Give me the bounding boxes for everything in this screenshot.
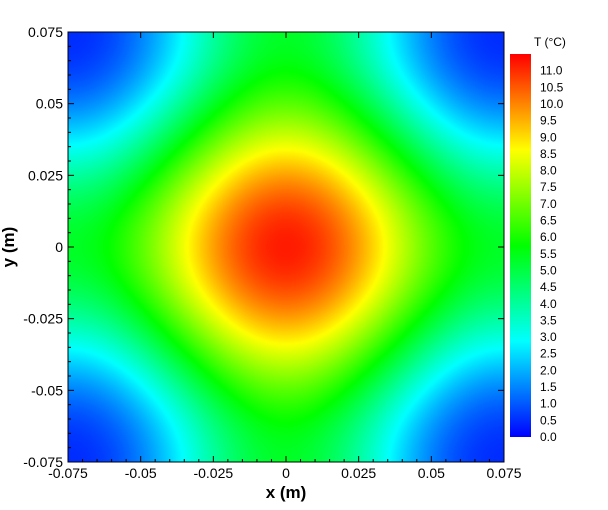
- x-tick-label: 0: [282, 465, 290, 481]
- x-tick-label: -0.075: [48, 465, 88, 481]
- colorbar-label: 9.0: [540, 130, 557, 144]
- colorbar-label: 10.5: [540, 80, 564, 94]
- y-tick-label: 0: [55, 239, 63, 255]
- colorbar-label: 6.5: [540, 214, 557, 228]
- axes: -0.075 -0.05 -0.025 0 0.025 0.05 0.075 -0.075 -0…: [23, 24, 521, 481]
- x-tick-label: -0.05: [125, 465, 157, 481]
- colorbar-label: 0.0: [540, 430, 557, 444]
- colorbar-label: 7.5: [540, 180, 557, 194]
- colorbar-label: 2.0: [540, 363, 557, 377]
- colorbar-label: 10.0: [540, 97, 564, 111]
- plot-area: [68, 32, 504, 462]
- y-axis-title: y (m): [0, 227, 18, 268]
- colorbar-label: 0.5: [540, 413, 557, 427]
- y-tick-label: -0.075: [23, 454, 63, 470]
- y-tick-label: 0.05: [36, 96, 63, 112]
- x-axis-title: x (m): [266, 483, 307, 502]
- colorbar-label: 8.0: [540, 164, 557, 178]
- colorbar-label: 2.5: [540, 347, 557, 361]
- colorbar-label: 3.5: [540, 313, 557, 327]
- colorbar-label: 5.0: [540, 263, 557, 277]
- colorbar-title: T (°C): [534, 35, 566, 49]
- colorbar-label: 6.0: [540, 230, 557, 244]
- colorbar-label: 11.0: [540, 64, 563, 78]
- colorbar-label: 5.5: [540, 247, 557, 261]
- colorbar-label: 1.5: [540, 380, 557, 394]
- colorbar: T (°C) 11.0 10.5 10.0 9.5 9.0 8.5 8.0 7.5 7.0 6.5…: [510, 35, 566, 444]
- colorbar-label: 4.0: [540, 297, 557, 311]
- y-tick-label: 0.025: [28, 167, 63, 183]
- colorbar-label: 3.0: [540, 330, 557, 344]
- colorbar-label: 8.5: [540, 147, 557, 161]
- colorbar-label: 4.5: [540, 280, 557, 294]
- x-tick-label: 0.025: [341, 465, 376, 481]
- colorbar-label: 9.5: [540, 114, 557, 128]
- y-tick-label: -0.05: [31, 382, 63, 398]
- temperature-field-image: [68, 32, 504, 462]
- colorbar-gradient: [510, 54, 531, 437]
- colorbar-label: 7.0: [540, 197, 557, 211]
- x-tick-label: 0.075: [486, 465, 521, 481]
- y-tick-label: -0.025: [23, 311, 63, 327]
- y-tick-label: 0.075: [28, 24, 63, 40]
- x-tick-label: 0.05: [418, 465, 445, 481]
- colorbar-label: 1.0: [540, 397, 557, 411]
- x-tick-label: -0.025: [193, 465, 233, 481]
